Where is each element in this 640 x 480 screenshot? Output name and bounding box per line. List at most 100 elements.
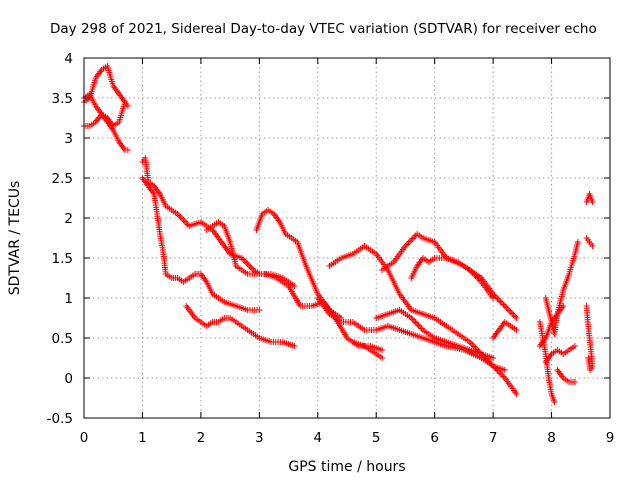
data-point <box>493 294 500 300</box>
data-points <box>81 63 596 405</box>
data-point <box>243 259 250 266</box>
data-point <box>504 306 511 312</box>
data-point <box>468 340 475 347</box>
series-arc-j <box>326 243 508 373</box>
series-arc-c <box>81 91 128 129</box>
data-point <box>500 301 507 308</box>
data-point <box>497 298 504 305</box>
series-arc-n <box>408 255 497 301</box>
data-point <box>571 379 578 385</box>
data-point <box>495 297 502 303</box>
data-point <box>490 295 497 301</box>
data-point <box>560 303 567 309</box>
data-point <box>291 283 298 289</box>
series-arc-x <box>583 303 596 373</box>
series-arc-l <box>379 231 520 321</box>
x-tick-label: 7 <box>489 430 498 446</box>
data-point <box>175 212 182 219</box>
data-point <box>506 307 513 314</box>
data-point <box>180 217 187 223</box>
data-point <box>490 355 497 361</box>
data-point <box>498 300 505 306</box>
plot-frame <box>83 57 611 419</box>
data-point <box>500 373 507 380</box>
data-point <box>501 303 508 309</box>
data-point <box>509 310 516 317</box>
data-point <box>291 343 298 349</box>
y-tick-label: 2.5 <box>52 171 73 187</box>
x-tick-label: 9 <box>606 430 615 446</box>
data-point <box>507 309 514 315</box>
x-tick-label: 2 <box>197 430 206 446</box>
axis-ticks <box>83 57 611 419</box>
data-point <box>589 199 596 205</box>
data-point <box>513 327 520 333</box>
data-point <box>379 355 386 361</box>
x-tick-label: 6 <box>430 430 439 446</box>
data-point <box>178 215 185 222</box>
data-point <box>121 99 128 105</box>
x-tick-label: 4 <box>313 430 322 446</box>
data-point <box>498 372 505 378</box>
data-point <box>418 325 425 332</box>
data-point <box>408 237 415 243</box>
data-point <box>571 343 578 349</box>
y-axis-label: SDTVAR / TECUs <box>7 181 23 296</box>
series-arc-e <box>139 175 263 313</box>
data-point <box>181 218 188 225</box>
series-arc-q <box>542 239 581 337</box>
data-point <box>177 214 184 220</box>
data-point <box>246 262 253 269</box>
series-arc-v <box>583 191 596 205</box>
y-tick-label: -0.5 <box>47 411 73 427</box>
data-point <box>503 304 510 311</box>
data-point <box>249 265 256 272</box>
series-arc-o <box>373 307 497 361</box>
series-arc-m <box>349 339 386 361</box>
data-point <box>184 221 191 228</box>
series-arc-p <box>490 319 520 341</box>
series-arc-r <box>536 319 558 405</box>
x-tick-label: 5 <box>372 430 381 446</box>
data-point <box>510 312 517 318</box>
data-point <box>513 391 520 397</box>
x-tick-label: 1 <box>138 430 147 446</box>
y-tick-labels: -0.5 0 0.5 1 1.5 2 2.5 3 3.5 4 <box>47 51 73 427</box>
data-point <box>574 239 581 245</box>
x-tick-labels: 0 1 2 3 4 5 6 7 8 9 <box>80 430 615 446</box>
series-arc-u <box>554 367 578 385</box>
data-point <box>124 147 131 153</box>
series-arc-d <box>139 155 263 277</box>
y-tick-label: 1.5 <box>52 251 73 267</box>
data-point <box>247 264 254 270</box>
y-tick-label: 3 <box>64 131 73 147</box>
y-tick-label: 3.5 <box>52 91 73 107</box>
data-point <box>551 399 558 405</box>
data-point <box>414 321 421 327</box>
chart-title: Day 298 of 2021, Sidereal Day-to-day VTE… <box>50 21 597 37</box>
y-tick-label: 0 <box>64 371 73 387</box>
x-tick-label: 3 <box>255 430 264 446</box>
grid-lines <box>84 58 610 418</box>
data-point <box>589 243 596 249</box>
data-point <box>256 307 263 313</box>
data-point <box>411 318 418 324</box>
data-point <box>403 241 410 248</box>
data-point <box>415 322 422 329</box>
x-axis-label: GPS time / hours <box>288 459 405 475</box>
data-point <box>501 367 508 373</box>
data-point <box>409 316 416 323</box>
y-tick-label: 1 <box>64 291 73 307</box>
data-point <box>412 319 419 326</box>
data-point <box>244 261 251 267</box>
data-point <box>512 313 519 320</box>
y-tick-label: 4 <box>64 51 73 67</box>
series-arc-w <box>583 235 596 249</box>
series-arc-b <box>81 111 131 153</box>
data-point <box>406 238 413 245</box>
data-point <box>405 240 412 246</box>
data-point <box>417 324 424 330</box>
data-point <box>409 235 416 242</box>
data-point <box>585 355 592 361</box>
